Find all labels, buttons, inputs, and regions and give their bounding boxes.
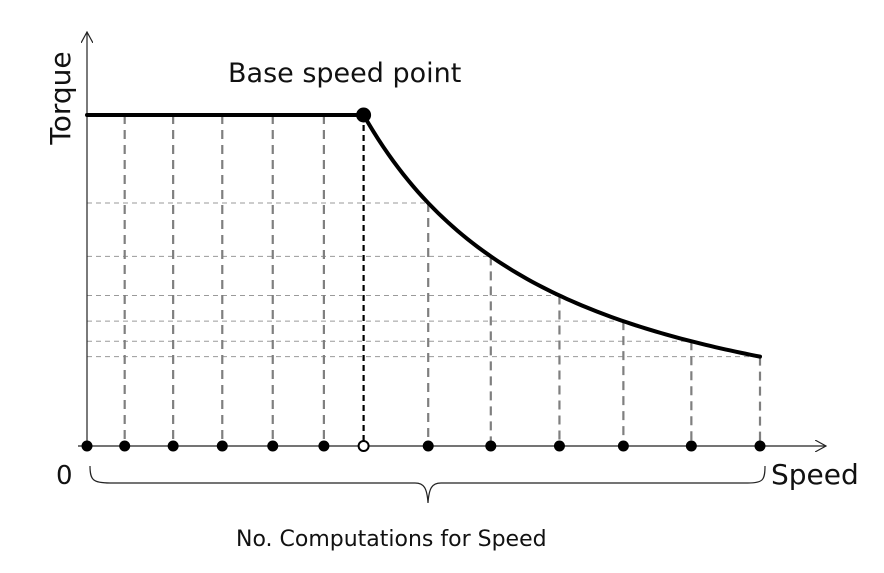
- computation-marker: [119, 440, 131, 452]
- torque-speed-curve: [85, 113, 762, 359]
- brace-label: No. Computations for Speed: [236, 527, 547, 552]
- base-speed-point-marker: [356, 107, 372, 123]
- computation-marker: [318, 440, 330, 452]
- computation-marker: [617, 440, 629, 452]
- computation-brace: [89, 465, 766, 504]
- computation-marker: [167, 440, 179, 452]
- origin-label: 0: [56, 461, 73, 491]
- computation-marker: [267, 440, 279, 452]
- computation-marker: [553, 440, 565, 452]
- base-speed-point-label: Base speed point: [228, 58, 461, 89]
- y-axis-label: Torque: [44, 51, 77, 145]
- base-speed-marker: [357, 440, 370, 452]
- computation-marker: [216, 440, 228, 452]
- computation-marker: [685, 440, 697, 452]
- computation-marker: [485, 440, 497, 452]
- vertical-dashed-lines: [123, 115, 762, 446]
- computation-marker: [422, 440, 434, 452]
- computation-marker: [81, 440, 93, 452]
- x-axis-label: Speed: [771, 458, 859, 491]
- speed-computation-markers: [81, 440, 766, 452]
- computation-marker: [754, 440, 766, 452]
